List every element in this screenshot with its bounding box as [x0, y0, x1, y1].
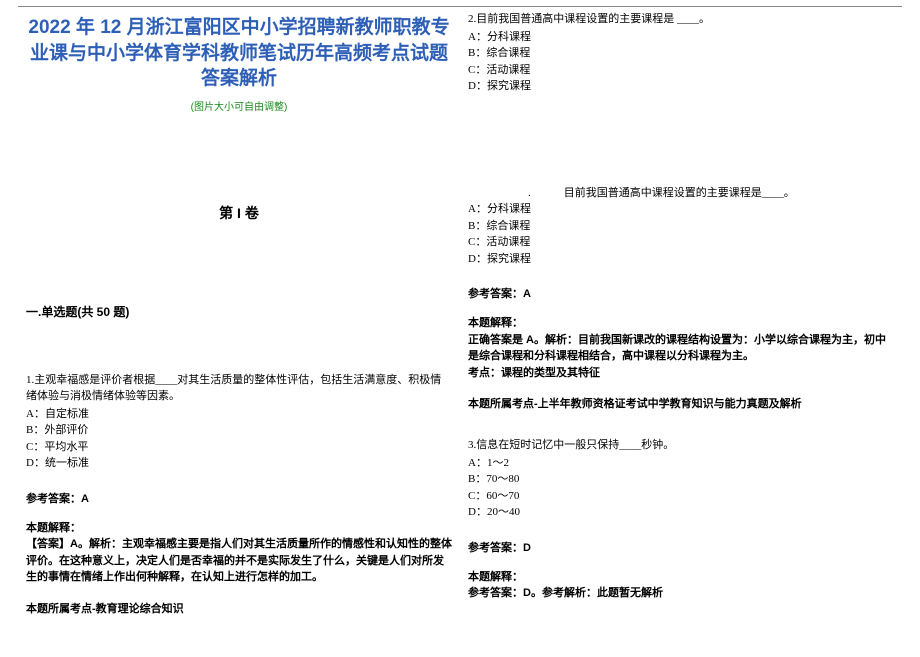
q2-option-a: A：分科课程 [468, 29, 894, 46]
section-heading: 一.单选题(共 50 题) [26, 303, 452, 320]
q2-option-c: C：活动课程 [468, 62, 894, 79]
q3-explain-body: 参考答案：D。参考解析：此题暂无解析 [468, 585, 894, 602]
q1-stem: 1.主观幸福感是评价者根据____对其生活质量的整体性评估，包括生活满意度、积极… [26, 372, 452, 405]
q2-option-b: B：综合课程 [468, 45, 894, 62]
volume-label: 第 I 卷 [26, 203, 452, 223]
q2-explain-body1: 正确答案是 A。解析：目前我国新课改的课程结构设置为：小学以综合课程为主，初中是… [468, 332, 894, 365]
doc-title: 2022 年 12 月浙江富阳区中小学招聘新教师职教专业课与中小学体育学科教师笔… [26, 15, 452, 92]
right-column: 2.目前我国普通高中课程设置的主要课程是 ____。 A：分科课程 B：综合课程… [460, 7, 902, 616]
q3-option-c: C：60～70 [468, 488, 894, 505]
q3-option-b: B：70～80 [468, 471, 894, 488]
q2-sub-option-b: B：综合课程 [468, 218, 894, 235]
q1-option-b: B：外部评价 [26, 422, 452, 439]
q2-explain-body2: 考点：课程的类型及其特征 [468, 365, 894, 382]
q1-answer: 参考答案：A [26, 490, 452, 506]
q1-option-a: A：自定标准 [26, 406, 452, 423]
q2-sub-option-c: C：活动课程 [468, 234, 894, 251]
q1-option-d: D：统一标准 [26, 455, 452, 472]
spacer [468, 95, 894, 185]
q3-stem: 3.信息在短时记忆中一般只保持____秒钟。 [468, 437, 894, 454]
spacer [468, 411, 894, 437]
page-container: 2022 年 12 月浙江富阳区中小学招聘新教师职教专业课与中小学体育学科教师笔… [0, 7, 920, 616]
q2-explain-label: 本题解释： [468, 315, 894, 332]
image-hint: (图片大小可自由调整) [26, 98, 452, 113]
q2-stem: 2.目前我国普通高中课程设置的主要课程是 ____。 [468, 11, 894, 28]
q2-topic: 本题所属考点-上半年教师资格证考试中学教育知识与能力真题及解析 [468, 395, 894, 411]
q3-answer: 参考答案：D [468, 539, 894, 555]
q2-answer: 参考答案：A [468, 285, 894, 301]
q2-sub-stem: . 目前我国普通高中课程设置的主要课程是____。 [528, 185, 894, 202]
left-column: 2022 年 12 月浙江富阳区中小学招聘新教师职教专业课与中小学体育学科教师笔… [18, 7, 460, 616]
q3-option-a: A：1～2 [468, 455, 894, 472]
q1-topic: 本题所属考点-教育理论综合知识 [26, 600, 452, 616]
q1-explain-body: 【答案】A。解析：主观幸福感主要是指人们对其生活质量所作的情感性和认知性的整体评… [26, 536, 452, 586]
q2-sub-option-a: A：分科课程 [468, 201, 894, 218]
q2-sub-option-d: D：探究课程 [468, 251, 894, 268]
q2-option-d: D：探究课程 [468, 78, 894, 95]
q3-explain-label: 本题解释： [468, 569, 894, 586]
q1-explain-label: 本题解释： [26, 520, 452, 537]
q1-option-c: C：平均水平 [26, 439, 452, 456]
q3-option-d: D：20～40 [468, 504, 894, 521]
